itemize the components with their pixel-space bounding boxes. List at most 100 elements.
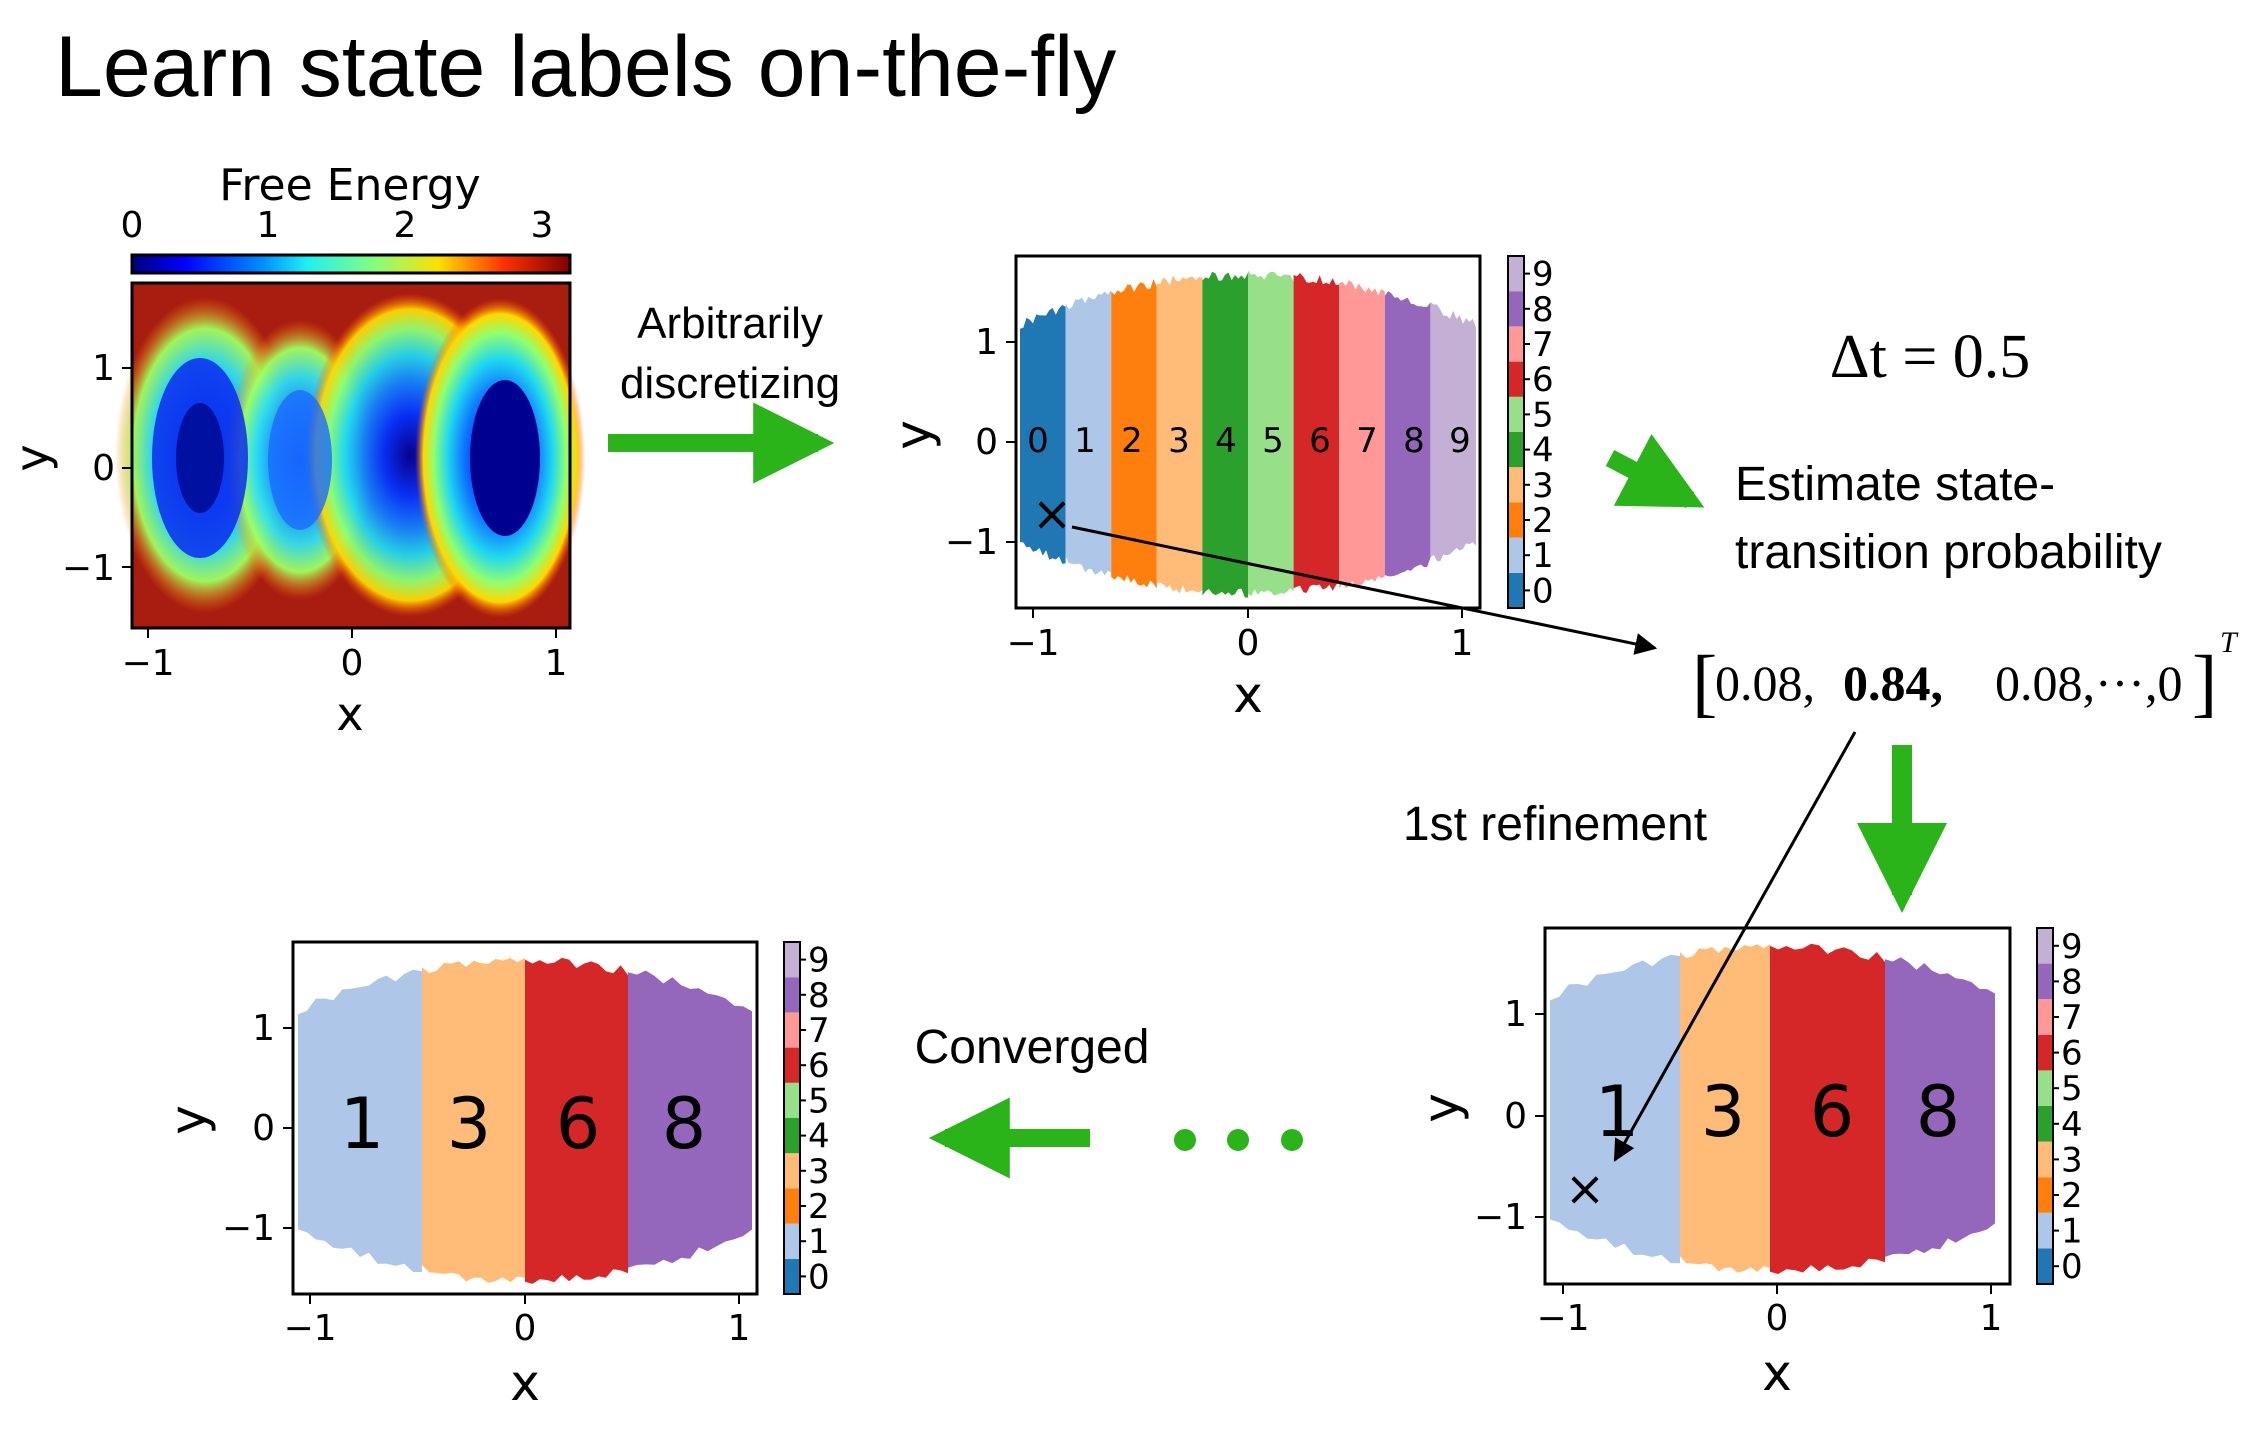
colorbar-swatch-7 [1508,326,1524,362]
colorbar-swatch-9 [784,942,800,978]
delta-t-label: Δt = 0.5 [1830,323,2031,391]
colorbar-swatch-3 [2037,1141,2053,1178]
colorbar-tick-label: 0 [808,1257,830,1297]
arrow-to-refined [1613,731,1857,1162]
y-tick-label: −1 [1474,1197,1527,1238]
state-label: 8 [1403,421,1425,461]
colorbar-tick-label: 4 [1532,431,1554,471]
state-bands [1550,943,1995,1274]
state-label: 8 [1916,1071,1961,1153]
colorbar-tick-label: 7 [808,1011,830,1051]
state-band-3 [1156,275,1203,594]
state-band-3 [422,957,525,1283]
x-tick-label: 0 [1766,1298,1789,1339]
state-band-6 [525,957,628,1284]
x-ticks: −1 0 1 [1006,608,1473,664]
estimate-label-line1: Estimate state- [1735,458,2055,511]
discretize-label-line2: discretizing [620,359,840,408]
colorbar-tick-label: 9 [1532,255,1554,295]
colorbar-tick-label: 6 [808,1046,830,1086]
x-tick-label: 0 [341,643,364,684]
state-band-3 [1680,944,1770,1273]
colorbar-swatch-2 [1508,502,1524,538]
colorbar-tick-label: 6 [1532,360,1554,400]
y-axis-label: y [884,420,942,450]
state-band-5 [1248,270,1294,596]
x-tick-label: −1 [1536,1298,1589,1339]
y-tick-label: 1 [1504,994,1527,1035]
colorbar-swatch-0 [2037,1248,2053,1284]
state-label: 5 [1262,421,1284,461]
refinement-label: 1st refinement [1403,798,1707,851]
y-tick-label: 0 [975,422,998,463]
colorbar-swatch-7 [2037,999,2053,1035]
state-bands [298,957,752,1284]
colorbar-tick: 1 [257,205,280,246]
discretize-label-line1: Arbitrarily [637,299,823,348]
y-axis-label: y [5,444,59,471]
colorbar-swatch-3 [784,1153,800,1189]
x-ticks: −1 0 1 [1536,1284,2002,1339]
colorbar-swatch-6 [2037,1034,2053,1071]
state-label: 6 [1309,421,1331,461]
x-tick-label: 1 [728,1308,751,1349]
colorbar-swatch-9 [2037,928,2053,964]
colorbar-tick-label: 8 [808,976,830,1016]
state-labels: 1 3 6 8 [1595,1071,1961,1153]
x-axis-label: x [1233,666,1263,724]
state-band-2 [1111,279,1157,589]
state-band-6 [1293,273,1340,593]
y-tick-label: 0 [1504,1096,1527,1137]
state-bands [1020,270,1476,598]
y-tick-label: −1 [62,548,115,589]
y-axis-label: y [159,1105,217,1135]
state-label: 6 [556,1083,601,1165]
colorbar-swatch-0 [1508,572,1524,608]
colorbar-swatch-6 [1508,361,1524,397]
sample-marker: × [1032,486,1072,542]
vector-entry: 0.08,···,0 [1995,655,2182,711]
colorbar-tick-label: 3 [808,1152,830,1192]
colorbar [130,253,572,275]
colorbar-tick-label: 5 [2061,1069,2083,1109]
state-label: 1 [1074,421,1096,461]
y-tick-label: 0 [252,1108,275,1149]
state-label: 0 [1027,421,1049,461]
vector-bracket-close: ] [2192,641,2217,725]
colorbar-swatch-7 [784,1012,800,1048]
y-tick-label: 1 [92,348,115,389]
colorbar-tick-label: 0 [1532,571,1554,611]
colorbar-tick-label: 6 [2061,1034,2083,1074]
energy-landscape [115,293,585,618]
state-band-0 [1020,304,1066,564]
estimate-label-line2: transition probability [1735,526,2162,579]
ellipsis-dots [1174,1129,1303,1151]
x-tick-label: −1 [121,643,174,684]
page-title: Learn state labels on-the-fly [55,19,1117,115]
colorbar-tick-label: 8 [2061,962,2083,1002]
vector-entry-highlight: 0.84, [1843,655,1943,711]
vector-transpose: T [2220,626,2239,659]
y-tick-label: −1 [222,1208,275,1249]
colorbar-swatch-4 [784,1118,800,1154]
y-ticks: 1 0 −1 [1474,994,1545,1238]
x-tick-label: 0 [1237,623,1260,664]
y-tick-label: 0 [92,448,115,489]
state-band-1 [1065,289,1112,576]
colorbar-swatch-2 [784,1188,800,1224]
x-tick-label: 1 [1451,623,1474,664]
colorbar-tick-label: 7 [1532,325,1554,365]
state-band-6 [1770,943,1885,1274]
colorbar-tick-label: 0 [2061,1247,2083,1287]
colorbar-swatch-2 [2037,1177,2053,1213]
state-label: 8 [662,1083,707,1165]
state-label: 7 [1356,421,1378,461]
colorbar-swatch-8 [1508,291,1524,327]
x-axis-label: x [336,687,363,741]
vector-entry: 0.08, [1715,655,1815,711]
colorbar-swatch-8 [2037,963,2053,1000]
state-label: 1 [1595,1071,1640,1153]
colorbar-tick-label: 7 [2061,998,2083,1038]
